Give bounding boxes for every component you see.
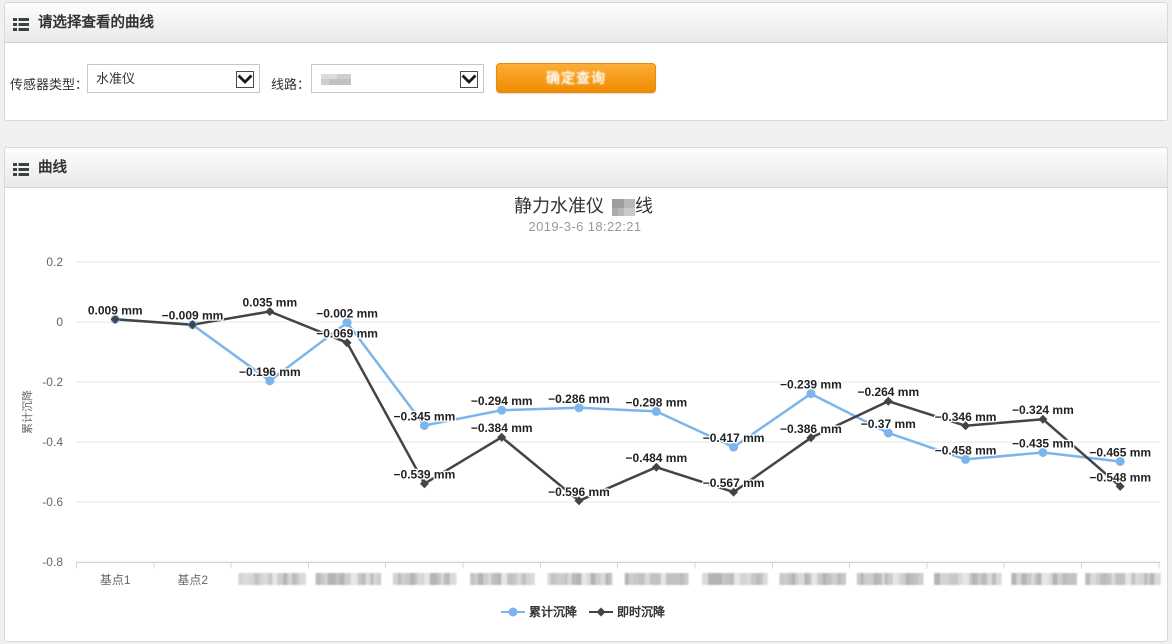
svg-text:−0.458 mm: −0.458 mm — [935, 443, 997, 457]
svg-text:累计沉降: 累计沉降 — [20, 390, 34, 434]
svg-text:−0.386 mm: −0.386 mm — [780, 422, 842, 436]
svg-text:-0.8: -0.8 — [42, 555, 63, 569]
svg-text:−0.345 mm: −0.345 mm — [394, 410, 456, 424]
svg-text:累计沉降: 累计沉降 — [529, 604, 578, 619]
svg-text:−0.298 mm: −0.298 mm — [625, 395, 687, 409]
svg-text:−0.484 mm: −0.484 mm — [625, 451, 687, 465]
svg-text:−0.286 mm: −0.286 mm — [548, 392, 610, 406]
svg-text:0.2: 0.2 — [46, 255, 63, 269]
svg-text:−0.069 mm: −0.069 mm — [316, 327, 378, 341]
svg-text:基点1: 基点1 — [100, 573, 131, 587]
svg-text:−0.567 mm: −0.567 mm — [703, 476, 765, 490]
svg-text:−0.346 mm: −0.346 mm — [935, 410, 997, 424]
svg-text:-0.2: -0.2 — [42, 375, 63, 389]
svg-text:−0.009 mm: −0.009 mm — [162, 309, 224, 323]
svg-text:线: 线 — [635, 196, 653, 216]
svg-text:2019-3-6 18:22:21: 2019-3-6 18:22:21 — [528, 219, 641, 234]
svg-text:−0.548 mm: −0.548 mm — [1089, 470, 1151, 484]
svg-text:−0.435 mm: −0.435 mm — [1012, 437, 1074, 451]
svg-text:静力水准仪: 静力水准仪 — [514, 196, 604, 216]
svg-text:-0.4: -0.4 — [42, 435, 63, 449]
svg-text:−0.465 mm: −0.465 mm — [1089, 446, 1151, 460]
svg-text:−0.539 mm: −0.539 mm — [394, 468, 456, 482]
svg-text:−0.596 mm: −0.596 mm — [548, 485, 610, 499]
svg-text:−0.002 mm: −0.002 mm — [316, 307, 378, 321]
svg-text:0.009 mm: 0.009 mm — [88, 303, 143, 317]
svg-text:基点2: 基点2 — [177, 573, 208, 587]
svg-text:−0.417 mm: −0.417 mm — [703, 431, 765, 445]
svg-text:−0.324 mm: −0.324 mm — [1012, 403, 1074, 417]
svg-text:-0.6: -0.6 — [42, 495, 63, 509]
svg-text:即时沉降: 即时沉降 — [617, 604, 666, 619]
svg-text:−0.239 mm: −0.239 mm — [780, 378, 842, 392]
svg-text:−0.37 mm: −0.37 mm — [861, 417, 916, 431]
svg-text:−0.384 mm: −0.384 mm — [471, 421, 533, 435]
svg-text:0.035 mm: 0.035 mm — [242, 296, 297, 310]
svg-text:0: 0 — [56, 315, 63, 329]
svg-text:−0.196 mm: −0.196 mm — [239, 365, 301, 379]
svg-text:−0.264 mm: −0.264 mm — [857, 385, 919, 399]
svg-text:−0.294 mm: −0.294 mm — [471, 394, 533, 408]
